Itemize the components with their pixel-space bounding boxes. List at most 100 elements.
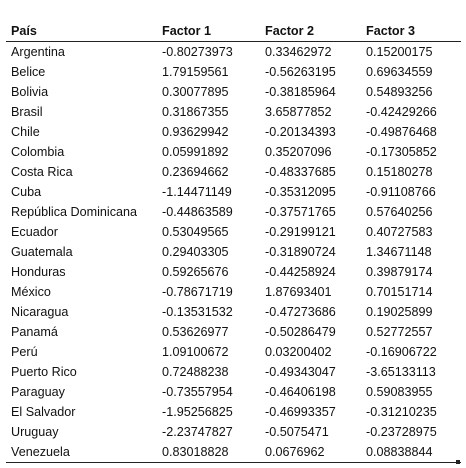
cell-factor-1: 0.83018828	[157, 442, 260, 463]
cell-factor-1: 1.79159561	[162, 65, 229, 79]
cell-factor-3: -0.42429266	[366, 105, 437, 119]
cell-factor-1: 1.09100672	[162, 345, 229, 359]
cell-factor-2: -0.46406198	[265, 385, 336, 399]
cell-factor-3: 0.08838844	[361, 442, 461, 463]
cell-country: Argentina	[11, 45, 65, 59]
cell-factor-2: 0.0676962	[260, 442, 361, 463]
cell-factor-3: 0.19025899	[366, 305, 433, 319]
cell-factor-3: -0.31210235	[366, 405, 437, 419]
table-row: Cuba -1.14471149 -0.35312095 -0.91108766	[6, 182, 461, 202]
cell-country: Uruguay	[11, 425, 59, 439]
cell-factor-3: -0.16906722	[366, 345, 437, 359]
cell-country: Guatemala	[11, 245, 73, 259]
cell-factor-2: -0.20134393	[265, 125, 336, 139]
cell-factor-2: -0.5075471	[265, 425, 329, 439]
table-row: Puerto Rico 0.72488238 -0.49343047 -3.65133…	[6, 362, 461, 382]
cell-factor-3: 0.52772557	[366, 325, 433, 339]
cell-country: Panamá	[11, 325, 58, 339]
cell-factor-1: 0.59265676	[162, 265, 229, 279]
table-row: Panamá 0.53626977 -0.50286479 0.52772557	[6, 322, 461, 342]
cell-factor-3: 0.69634559	[366, 65, 433, 79]
cell-factor-3: -3.65133113	[366, 365, 436, 379]
cell-country: Brasil	[11, 105, 43, 119]
header-factor-1: Factor 1	[157, 21, 260, 42]
header-country: País	[6, 21, 157, 42]
cell-factor-1: 0.23694662	[162, 165, 229, 179]
cell-country: Honduras	[11, 265, 66, 279]
cell-country: Nicaragua	[11, 305, 69, 319]
table-row: Colombia 0.05991892 0.35207096 -0.17305852	[6, 142, 461, 162]
cell-factor-1: -1.95256825	[162, 405, 233, 419]
cell-country: Bolivia	[11, 85, 49, 99]
cell-factor-2: -0.46993357	[265, 405, 336, 419]
table-row: Chile 0.93629942 -0.20134393 -0.49876468	[6, 122, 461, 142]
cell-factor-1: -0.13531532	[162, 305, 233, 319]
cell-country: Venezuela	[6, 442, 157, 463]
cell-factor-1: -0.73557954	[162, 385, 233, 399]
cell-country: México	[11, 285, 51, 299]
cell-factor-2: -0.29199121	[265, 225, 336, 239]
cell-country: Cuba	[11, 185, 42, 199]
cell-country: Chile	[11, 125, 40, 139]
cell-factor-2: 0.33462972	[265, 45, 332, 59]
cell-factor-3: 0.39879174	[366, 265, 433, 279]
cell-factor-2: 1.87693401	[265, 285, 332, 299]
table-body: Argentina -0.80273973 0.33462972 0.15200175…	[6, 42, 461, 463]
header-factor-3: Factor 3	[361, 21, 461, 42]
table-row: Argentina -0.80273973 0.33462972 0.15200175	[6, 42, 461, 63]
cell-factor-2: -0.31890724	[265, 245, 336, 259]
cell-factor-3: -0.91108766	[366, 185, 436, 199]
cell-factor-2: -0.38185964	[265, 85, 336, 99]
table-row: Nicaragua -0.13531532 -0.47273686 0.1902589…	[6, 302, 461, 322]
cell-country: Puerto Rico	[11, 365, 77, 379]
cell-country: Perú	[11, 345, 38, 359]
table-row: Paraguay -0.73557954 -0.46406198 0.59083955	[6, 382, 461, 402]
cell-factor-3: -0.17305852	[366, 145, 437, 159]
cell-factor-2: -0.37571765	[265, 205, 336, 219]
table-row: Belice 1.79159561 -0.56263195 0.69634559	[6, 62, 461, 82]
cell-factor-1: 0.53049565	[162, 225, 229, 239]
table-row: Honduras 0.59265676 -0.44258924 0.39879174	[6, 262, 461, 282]
table-row: El Salvador -1.95256825 -0.46993357 -0.3121…	[6, 402, 461, 422]
cell-country: El Salvador	[11, 405, 76, 419]
cell-country: Paraguay	[11, 385, 65, 399]
table-row: República Dominicana -0.44863589 -0.375717…	[6, 202, 461, 222]
cell-factor-1: -0.78671719	[162, 285, 233, 299]
cell-country: República Dominicana	[11, 205, 138, 219]
table-row: Brasil 0.31867355 3.65877852 -0.42429266	[6, 102, 461, 122]
cell-factor-2: -0.47273686	[265, 305, 336, 319]
table-row: México -0.78671719 1.87693401 0.70151714	[6, 282, 461, 302]
cell-factor-1: 0.93629942	[162, 125, 229, 139]
cell-factor-2: 0.35207096	[265, 145, 332, 159]
table-row: Costa Rica 0.23694662 -0.48337685 0.1518027…	[6, 162, 461, 182]
cell-country: Ecuador	[11, 225, 58, 239]
table-row: Bolivia 0.30077895 -0.38185964 0.54893256	[6, 82, 461, 102]
table-header: País Factor 1 Factor 2 Factor 3	[6, 21, 461, 42]
header-factor-2: Factor 2	[260, 21, 361, 42]
cell-country: Costa Rica	[11, 165, 73, 179]
cell-factor-3: 0.15200175	[366, 45, 433, 59]
cell-factor-1: 0.53626977	[162, 325, 229, 339]
cell-factor-1: -1.14471149	[162, 185, 232, 199]
cell-factor-2: -0.56263195	[265, 65, 336, 79]
cell-factor-3: 0.70151714	[366, 285, 433, 299]
cell-factor-1: 0.72488238	[162, 365, 229, 379]
table-row: Uruguay -2.23747827 -0.5075471 -0.23728975	[6, 422, 461, 442]
cell-factor-3: 0.59083955	[366, 385, 433, 399]
cell-factor-3: -0.49876468	[366, 125, 437, 139]
cell-factor-1: 0.30077895	[162, 85, 229, 99]
cell-factor-3: 1.34671148	[366, 245, 432, 259]
cell-factor-3: 0.57640256	[366, 205, 433, 219]
cell-factor-2: 3.65877852	[265, 105, 332, 119]
cell-factor-1: 0.31867355	[162, 105, 229, 119]
fill-handle[interactable]	[456, 460, 460, 464]
cell-factor-2: -0.44258924	[265, 265, 336, 279]
cell-country: Colombia	[11, 145, 65, 159]
table-row: Guatemala 0.29403305 -0.31890724 1.34671148	[6, 242, 461, 262]
cell-country: Belice	[11, 65, 46, 79]
cell-factor-1: 0.05991892	[162, 145, 229, 159]
cell-factor-2: -0.35312095	[265, 185, 336, 199]
cell-factor-1: -0.44863589	[162, 205, 233, 219]
cell-factor-1: 0.29403305	[162, 245, 229, 259]
